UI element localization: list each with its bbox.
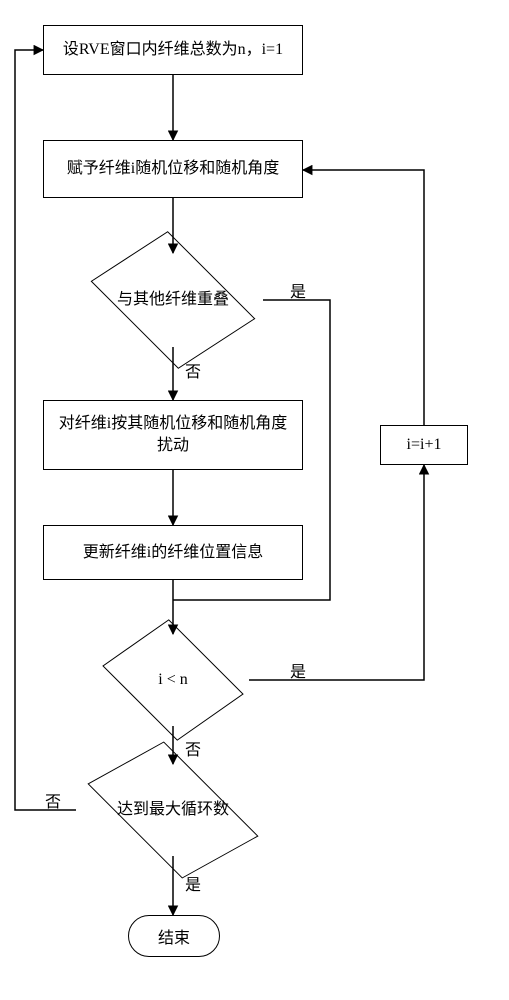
label: 结束 [158,924,190,948]
decision-overlap-label: 与其他纤维重叠 [95,288,251,312]
label: 对纤维i按其随机位移和随机角度扰动 [52,413,294,456]
label: 设RVE窗口内纤维总数为n，i=1 [63,39,283,61]
label: 达到最大循环数 [117,800,229,821]
label: 赋予纤维i随机位移和随机角度 [67,158,279,180]
label: 与其他纤维重叠 [117,290,229,311]
terminator-end: 结束 [128,915,220,957]
edge-label-n3-yes: 是 [290,278,306,302]
label: i < n [158,670,187,691]
process-perturb: 对纤维i按其随机位移和随机角度扰动 [43,400,303,470]
label: 更新纤维i的纤维位置信息 [83,542,263,564]
process-init: 设RVE窗口内纤维总数为n，i=1 [43,25,303,75]
edge-label-n6-no: 否 [185,736,201,760]
label: i=i+1 [407,434,442,456]
process-increment: i=i+1 [380,425,468,465]
edge-label-n3-no: 否 [185,358,201,382]
edge-label-n7-no: 否 [45,788,61,812]
edge-label-n6-yes: 是 [290,658,306,682]
process-update: 更新纤维i的纤维位置信息 [43,525,303,580]
edge-label-n7-yes: 是 [185,871,201,895]
decision-max-loop-label: 达到最大循环数 [93,798,253,822]
decision-i-lt-n-label: i < n [133,668,213,692]
process-assign-random: 赋予纤维i随机位移和随机角度 [43,140,303,198]
